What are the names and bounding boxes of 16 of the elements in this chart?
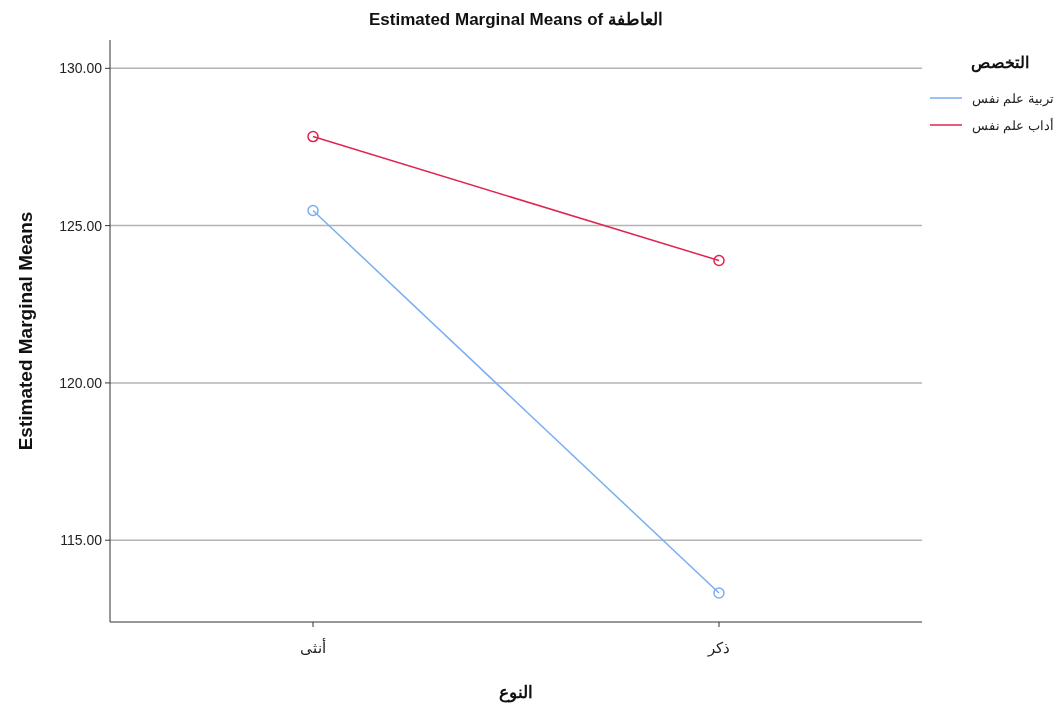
legend-title: التخصص	[971, 54, 1029, 73]
y-tick-label: 115.00	[60, 532, 103, 549]
y-tick-label: 125.00	[59, 217, 103, 234]
point	[713, 254, 725, 267]
legend-label: أداب علم نفس	[971, 117, 1054, 134]
legend-label: تربية علم نفس	[971, 91, 1054, 107]
point	[713, 587, 725, 599]
chart-title: Estimated Marginal Means of العاطفة	[369, 10, 663, 29]
x-tick-label: أنثى	[300, 638, 326, 656]
point	[307, 204, 319, 217]
point	[307, 130, 319, 143]
y-axis-title: Estimated Marginal Means	[15, 211, 36, 451]
y-tick-label: 130.00	[59, 60, 103, 77]
x-axis-title: النوع	[499, 683, 533, 703]
x-tick-label: ذكر	[707, 639, 730, 657]
y-tick-label: 120.00	[59, 374, 103, 391]
